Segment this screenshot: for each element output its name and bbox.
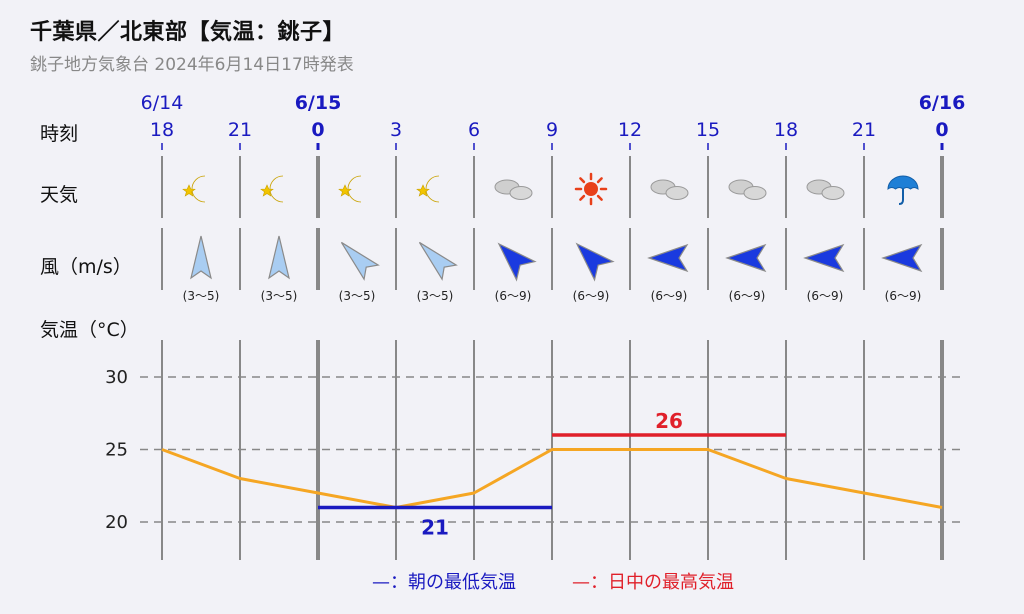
sun-icon [574, 172, 608, 206]
sun-ray [596, 194, 603, 201]
page-title: 千葉県／北東部【気温：銚子】 [30, 20, 346, 45]
wind-speed-label: (6〜9) [494, 289, 532, 303]
wind-arrow-shape [340, 241, 380, 281]
hour-label: 18 [773, 119, 799, 141]
wind-arrow-icon [190, 235, 212, 280]
wind-speed-label: (6〜9) [650, 289, 688, 303]
row-label-time: 時刻 [40, 123, 79, 145]
wind-speed-label: (6〜9) [728, 289, 766, 303]
umbrella-canopy [887, 175, 919, 191]
wind-arrow-icon [803, 243, 845, 273]
moon-shape [269, 175, 284, 203]
legend-max-temp: —：日中の最高気温 [572, 572, 734, 593]
y-tick-label: 30 [105, 367, 128, 388]
wind-speed-label: (3〜5) [260, 289, 298, 303]
sun-ray [579, 194, 586, 201]
wind-arrow-icon [418, 241, 458, 281]
sun-ray [596, 177, 603, 184]
hour-label: 12 [617, 119, 643, 141]
wind-arrow-icon [881, 243, 923, 273]
hour-label: 18 [149, 119, 175, 141]
row-label-wind: 風（m/s） [40, 256, 132, 278]
hour-label: 3 [389, 119, 403, 141]
date-label-2: 6/16 [918, 92, 966, 114]
page-subtitle: 銚子地方気象台 2024年6月14日17時発表 [30, 55, 354, 75]
sun-core [584, 182, 598, 196]
star-shape [416, 184, 430, 197]
moon-icon [260, 175, 284, 203]
star-shape [260, 184, 274, 197]
wind-arrow-icon [575, 242, 615, 282]
cloud-front [743, 186, 767, 200]
cloud-icon [494, 179, 533, 200]
date-label-0: 6/14 [140, 92, 184, 114]
wind-arrow-shape [803, 243, 845, 273]
date-label-1: 6/15 [294, 92, 342, 114]
moon-shape [425, 175, 440, 203]
moon-shape [191, 175, 206, 203]
hour-label: 0 [311, 119, 325, 141]
wind-speed-label: (6〜9) [806, 289, 844, 303]
hour-label: 6 [467, 119, 481, 141]
umbrella-icon [887, 175, 919, 205]
cloud-icon [806, 179, 845, 200]
max-temp-label: 26 [655, 409, 683, 433]
y-tick-label: 20 [105, 512, 128, 533]
hour-label: 15 [695, 119, 721, 141]
star-shape [182, 184, 196, 197]
wind-arrow-shape [497, 242, 537, 282]
y-tick-label: 25 [105, 440, 128, 461]
wind-arrow-shape [190, 235, 212, 280]
wind-arrow-icon [268, 235, 290, 280]
cloud-icon [728, 179, 767, 200]
wind-arrow-icon [725, 243, 767, 273]
cloud-front [821, 186, 845, 200]
wind-speed-label: (3〜5) [338, 289, 376, 303]
row-label-temp: 気温（°C） [40, 319, 139, 341]
moon-icon [416, 175, 440, 203]
hour-label: 9 [545, 119, 559, 141]
min-temp-label: 21 [421, 516, 449, 540]
wind-arrow-shape [418, 241, 458, 281]
wind-arrow-icon [340, 241, 380, 281]
cloud-front [509, 186, 533, 200]
cloud-front [665, 186, 689, 200]
wind-arrow-shape [575, 242, 615, 282]
wind-speed-label: (3〜5) [416, 289, 454, 303]
wind-arrow-shape [268, 235, 290, 280]
moon-icon [182, 175, 206, 203]
wind-speed-label: (3〜5) [182, 289, 220, 303]
row-label-weather: 天気 [40, 184, 79, 206]
moon-icon [338, 175, 362, 203]
wind-speed-label: (6〜9) [572, 289, 610, 303]
wind-arrow-icon [497, 242, 537, 282]
wind-arrow-icon [647, 243, 689, 273]
wind-arrow-shape [725, 243, 767, 273]
hour-label: 21 [851, 119, 877, 141]
wind-arrow-shape [881, 243, 923, 273]
umbrella-handle [898, 189, 904, 205]
hour-label: 21 [227, 119, 253, 141]
sun-ray [579, 177, 586, 184]
wind-speed-label: (6〜9) [884, 289, 922, 303]
wind-arrow-shape [647, 243, 689, 273]
moon-shape [347, 175, 362, 203]
legend-min-temp: —：朝の最低気温 [372, 572, 516, 593]
star-shape [338, 184, 352, 197]
hour-label: 0 [935, 119, 949, 141]
cloud-icon [650, 179, 689, 200]
